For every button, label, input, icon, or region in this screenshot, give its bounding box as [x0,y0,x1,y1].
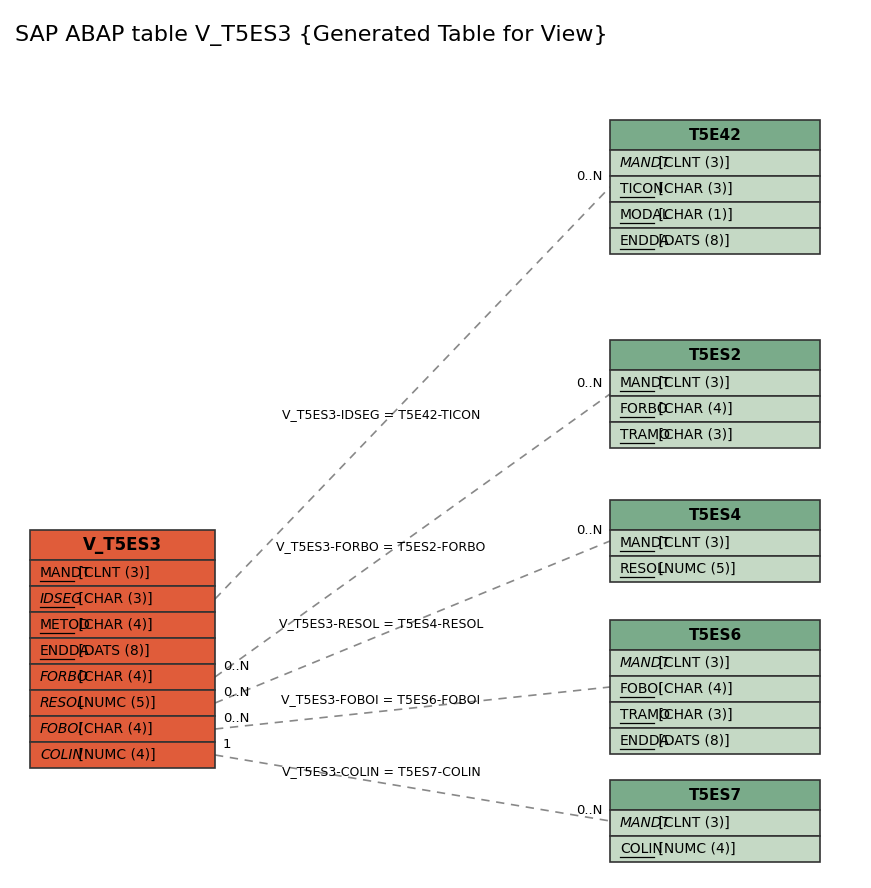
Bar [610,202,820,228]
Text: [CHAR (4)]: [CHAR (4)] [74,670,152,684]
Bar [30,560,215,586]
Bar [610,396,820,422]
Bar [610,810,820,836]
Text: 1: 1 [223,738,232,751]
Bar [610,836,820,862]
Text: MANDT: MANDT [620,376,672,390]
Text: V_T5ES3-FORBO = T5ES2-FORBO: V_T5ES3-FORBO = T5ES2-FORBO [276,540,486,553]
Text: T5ES7: T5ES7 [688,788,741,803]
Bar [30,586,215,612]
Bar [610,556,820,582]
Text: T5E42: T5E42 [689,128,741,142]
Bar [610,702,820,728]
Bar [610,780,820,810]
Text: [CHAR (4)]: [CHAR (4)] [654,682,733,696]
Bar [610,228,820,254]
Text: MANDT: MANDT [620,656,671,670]
Bar [610,176,820,202]
Text: [DATS (8)]: [DATS (8)] [654,234,730,248]
Text: [CLNT (3)]: [CLNT (3)] [74,566,150,580]
Text: T5ES2: T5ES2 [688,347,741,362]
Text: 0..N: 0..N [576,804,602,817]
Text: [CHAR (4)]: [CHAR (4)] [74,618,152,632]
Text: [CHAR (4)]: [CHAR (4)] [74,722,152,736]
Text: V_T5ES3-RESOL = T5ES4-RESOL: V_T5ES3-RESOL = T5ES4-RESOL [279,617,483,630]
Bar [30,638,215,664]
Text: MANDT: MANDT [620,816,671,830]
Text: METOD: METOD [40,618,91,632]
Bar [610,530,820,556]
Text: V_T5ES3-IDSEG = T5E42-TICON: V_T5ES3-IDSEG = T5E42-TICON [281,408,480,421]
Text: T5ES6: T5ES6 [688,628,741,643]
Text: TICON: TICON [620,182,664,196]
Text: MODAL: MODAL [620,208,671,222]
Bar [30,716,215,742]
Text: [CLNT (3)]: [CLNT (3)] [654,656,730,670]
Text: IDSEG: IDSEG [40,592,83,606]
Text: 0..N: 0..N [223,686,249,699]
Bar [610,500,820,530]
Text: V_T5ES3: V_T5ES3 [83,536,162,554]
Text: [CHAR (3)]: [CHAR (3)] [654,428,733,442]
Text: 0..N: 0..N [576,170,602,183]
Text: COLIN: COLIN [40,748,83,762]
Bar [30,612,215,638]
Bar [610,650,820,676]
Bar [610,150,820,176]
Text: [CLNT (3)]: [CLNT (3)] [654,376,730,390]
Text: 0..N: 0..N [223,660,249,673]
Text: RESOL: RESOL [620,562,665,576]
Bar [610,340,820,370]
Bar [30,664,215,690]
Text: [CLNT (3)]: [CLNT (3)] [654,536,730,550]
Text: V_T5ES3-COLIN = T5ES7-COLIN: V_T5ES3-COLIN = T5ES7-COLIN [281,765,480,778]
Text: [CLNT (3)]: [CLNT (3)] [654,156,730,170]
Text: [CHAR (1)]: [CHAR (1)] [654,208,733,222]
Text: FORBO: FORBO [620,402,669,416]
Bar [610,422,820,448]
Text: [NUMC (4)]: [NUMC (4)] [74,748,156,762]
Text: [NUMC (5)]: [NUMC (5)] [74,696,156,710]
Text: 0..N: 0..N [223,712,249,725]
Text: [DATS (8)]: [DATS (8)] [654,734,730,748]
Bar [30,742,215,768]
Text: [NUMC (5)]: [NUMC (5)] [654,562,736,576]
Bar [610,728,820,754]
Text: 0..N: 0..N [576,524,602,537]
Bar [610,676,820,702]
Text: [CHAR (3)]: [CHAR (3)] [654,182,733,196]
Bar [610,370,820,396]
Text: SAP ABAP table V_T5ES3 {Generated Table for View}: SAP ABAP table V_T5ES3 {Generated Table … [15,25,608,45]
Bar [610,120,820,150]
Text: ENDDA: ENDDA [620,234,670,248]
Text: TRAMO: TRAMO [620,708,670,722]
Text: FORBO: FORBO [40,670,89,684]
Text: FOBOI: FOBOI [620,682,663,696]
Text: [CHAR (3)]: [CHAR (3)] [74,592,152,606]
Text: ENDDA: ENDDA [40,644,90,658]
Text: RESOL: RESOL [40,696,85,710]
Text: TRAMO: TRAMO [620,428,670,442]
Text: T5ES4: T5ES4 [688,508,741,522]
Text: [DATS (8)]: [DATS (8)] [74,644,150,658]
Text: 0..N: 0..N [576,377,602,390]
Text: MANDT: MANDT [620,536,672,550]
Text: [CHAR (4)]: [CHAR (4)] [654,402,733,416]
Text: V_T5ES3-FOBOI = T5ES6-FOBOI: V_T5ES3-FOBOI = T5ES6-FOBOI [281,694,481,706]
Text: [CHAR (3)]: [CHAR (3)] [654,708,733,722]
Text: MANDT: MANDT [40,566,91,580]
Text: ENDDA: ENDDA [620,734,670,748]
Bar [30,690,215,716]
Text: MANDT: MANDT [620,156,671,170]
Text: COLIN: COLIN [620,842,663,856]
Text: [CLNT (3)]: [CLNT (3)] [654,816,730,830]
Text: [NUMC (4)]: [NUMC (4)] [654,842,736,856]
Bar [610,620,820,650]
Bar [30,530,215,560]
Text: FOBOI: FOBOI [40,722,84,736]
